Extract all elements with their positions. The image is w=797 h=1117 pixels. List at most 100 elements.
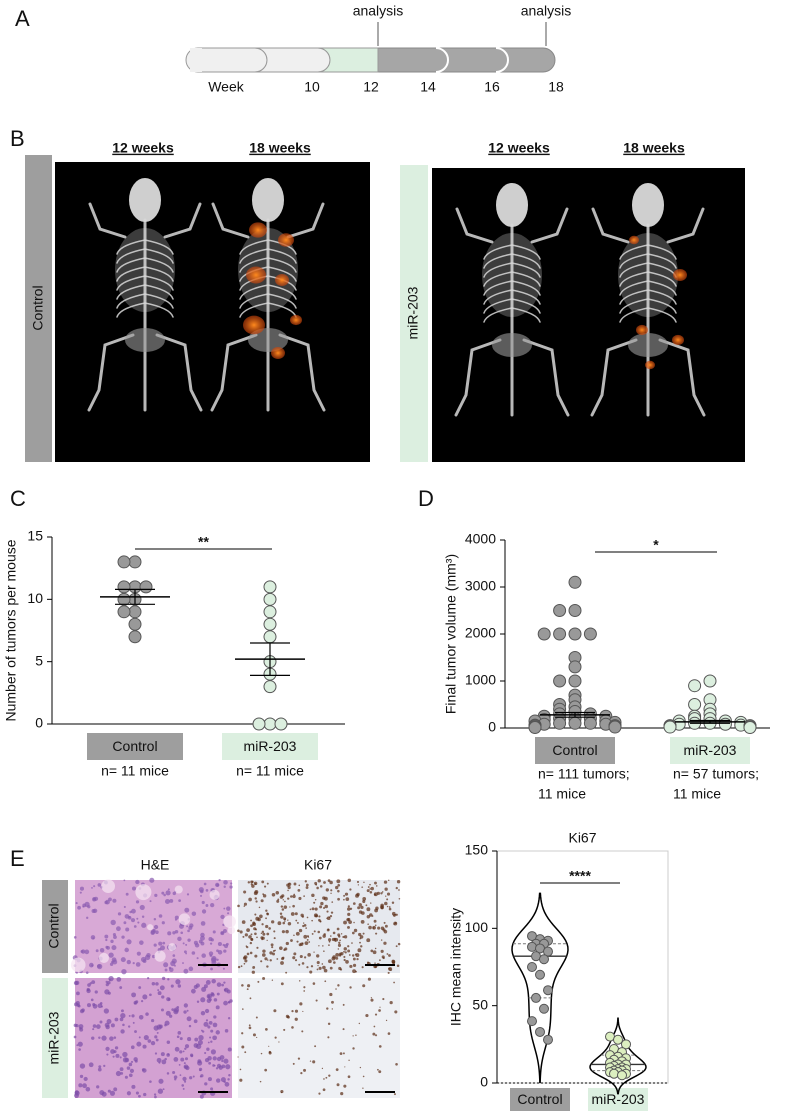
- texture-dot: [258, 906, 261, 909]
- texture-dot: [323, 1078, 325, 1080]
- texture-dot: [139, 940, 144, 945]
- texture-dot: [205, 904, 209, 907]
- texture-dot: [305, 886, 309, 889]
- texture-dot: [221, 983, 224, 987]
- texture-dot: [101, 1035, 107, 1041]
- leg: [454, 338, 570, 417]
- y-tick-label: 15: [27, 528, 43, 544]
- texture-dot: [363, 881, 365, 884]
- rib: [116, 302, 174, 318]
- texture-dot: [226, 906, 231, 911]
- texture-dot: [144, 954, 151, 961]
- texture-dot: [262, 949, 266, 953]
- texture-dot: [380, 892, 383, 895]
- texture-dot: [388, 906, 391, 908]
- texture-dot: [327, 928, 330, 931]
- texture-dot: [182, 962, 184, 965]
- texture-dot: [251, 970, 255, 974]
- texture-dot: [194, 1037, 199, 1042]
- texture-dot: [186, 1016, 192, 1022]
- texture-dot: [276, 958, 279, 960]
- y-axis-label: Number of tumors per mouse: [3, 539, 19, 721]
- texture-dot: [237, 929, 240, 933]
- texture-dot: [316, 968, 319, 971]
- texture-dot: [283, 905, 288, 909]
- texture-dot: [216, 992, 220, 996]
- texture-dot: [179, 1037, 183, 1041]
- texture-dot: [218, 1065, 223, 1070]
- data-point: [617, 1070, 627, 1081]
- texture-dot: [123, 905, 126, 908]
- texture-dot: [329, 915, 333, 918]
- rib: [116, 293, 174, 309]
- texture-dot: [322, 945, 324, 947]
- texture-dot: [174, 915, 179, 920]
- texture-dot: [298, 963, 301, 966]
- texture-dot: [287, 885, 291, 890]
- texture-dot: [112, 959, 118, 965]
- image-header: 18 weeks: [623, 140, 685, 156]
- texture-dot: [183, 950, 187, 954]
- texture-dot: [398, 897, 401, 900]
- texture-dot: [269, 959, 272, 962]
- texture-dot: [322, 965, 326, 970]
- texture-dot: [255, 916, 260, 921]
- texture-dot: [186, 1009, 189, 1012]
- texture-dot: [109, 1036, 114, 1041]
- texture-dot: [308, 941, 311, 943]
- texture-dot: [135, 962, 141, 967]
- texture-dot: [169, 1014, 173, 1018]
- texture-dot: [360, 920, 365, 924]
- n-label: 11 mice: [538, 786, 586, 802]
- texture-dot: [222, 928, 227, 933]
- texture-dot: [81, 1008, 85, 1013]
- category-box: [87, 733, 183, 760]
- texture-dot: [342, 1028, 345, 1031]
- texture-dot: [181, 1084, 185, 1087]
- texture-dot: [265, 1027, 268, 1031]
- category-box: [510, 1088, 570, 1111]
- texture-dot: [343, 935, 348, 939]
- error-bar: [115, 588, 155, 605]
- texture-dot: [79, 886, 85, 891]
- texture-dot: [164, 968, 168, 972]
- texture-dot: [88, 1062, 94, 1068]
- texture-dot: [103, 1064, 106, 1068]
- texture-dot: [223, 915, 236, 928]
- texture-dot: [395, 886, 398, 890]
- texture-dot: [79, 1074, 84, 1079]
- texture-dot: [361, 886, 364, 888]
- texture-dot: [153, 943, 157, 947]
- skull: [252, 178, 284, 222]
- texture-dot: [278, 1041, 280, 1043]
- y-axis-label: IHC mean intensity: [448, 908, 464, 1026]
- texture-dot: [292, 894, 296, 899]
- data-point: [263, 580, 277, 594]
- texture-dot: [374, 924, 377, 927]
- arm: [211, 202, 325, 239]
- texture-dot: [149, 877, 155, 883]
- tumor-signal: [246, 266, 266, 284]
- texture-dot: [85, 1086, 91, 1092]
- texture-dot: [200, 894, 203, 897]
- texture-dot: [193, 940, 198, 945]
- data-point: [128, 605, 142, 619]
- texture-dot: [330, 889, 333, 892]
- texture-dot: [134, 1030, 137, 1033]
- texture-dot: [359, 1066, 362, 1069]
- texture-dot: [374, 947, 377, 950]
- texture-dot: [357, 948, 362, 953]
- rib: [619, 298, 677, 314]
- texture-dot: [215, 1067, 219, 1070]
- texture-dot: [349, 964, 353, 969]
- texture-dot: [368, 925, 372, 930]
- texture-dot: [182, 1050, 185, 1053]
- texture-dot: [268, 927, 271, 930]
- texture-dot: [359, 941, 361, 944]
- texture-dot: [224, 1082, 230, 1087]
- texture-dot: [158, 1061, 161, 1064]
- texture-dot: [217, 941, 222, 947]
- texture-dot: [370, 886, 374, 891]
- texture-dot: [318, 1092, 321, 1095]
- texture-dot: [182, 1087, 185, 1090]
